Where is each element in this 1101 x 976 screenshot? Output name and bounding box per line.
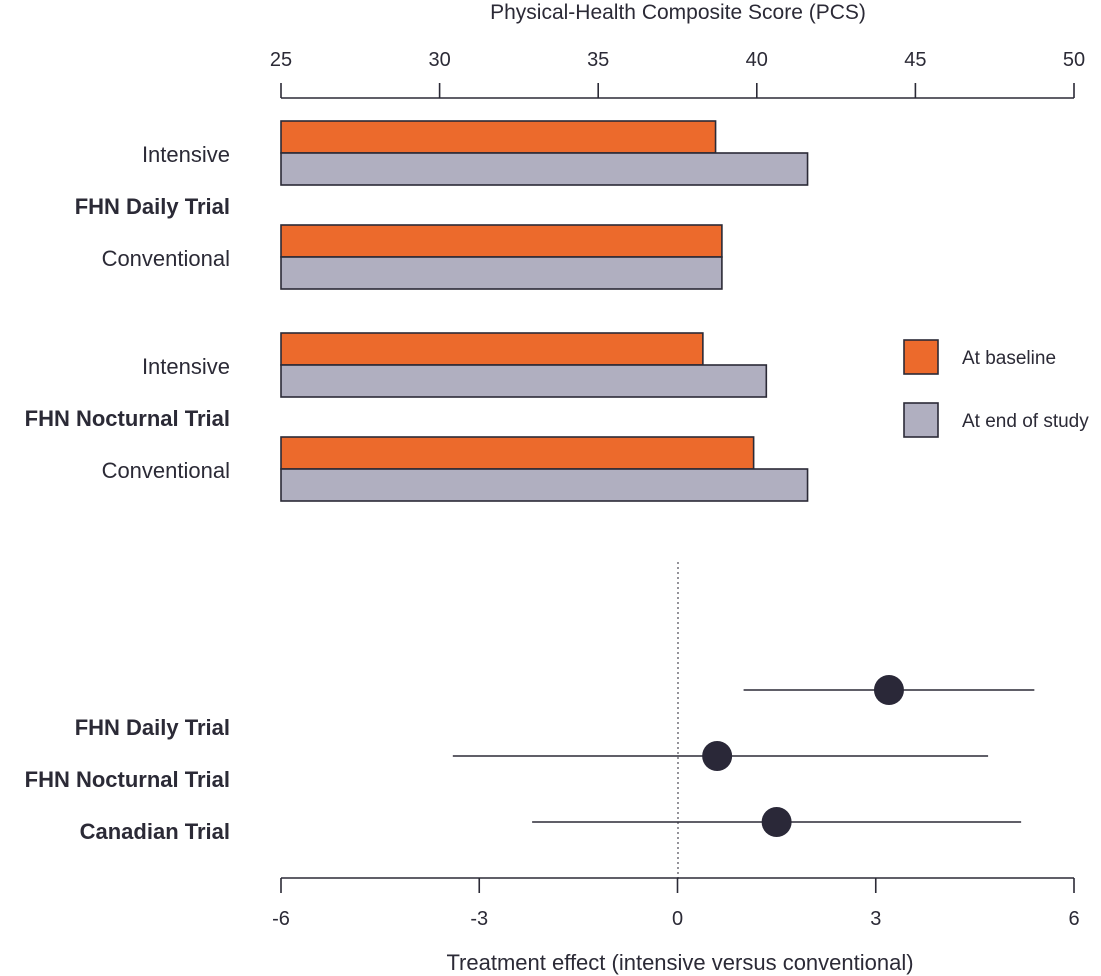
bar-end-of-study — [280, 468, 809, 502]
treatment-tick-label: 3 — [870, 908, 881, 930]
treatment-effect-axis: -6 -3 0 3 6 — [272, 877, 1080, 930]
legend-swatch — [903, 402, 939, 438]
pcs-tick-label: 50 — [1063, 49, 1085, 71]
pcs-tick-label: 45 — [904, 49, 926, 71]
group-label: FHN Daily Trial — [75, 194, 230, 219]
bar-end-of-study — [280, 256, 723, 290]
pcs-tick-label: 30 — [428, 49, 450, 71]
forest-row-label: Canadian Trial — [80, 819, 230, 844]
bar-baseline — [280, 120, 717, 154]
bar-baseline — [280, 332, 704, 366]
bar-row-labels: FHN Daily Trial Intensive Conventional FHN … — [25, 142, 230, 483]
row-label: Intensive — [142, 354, 230, 379]
effect-estimate-point — [873, 675, 904, 705]
legend: At baseline At end of study — [903, 339, 1089, 438]
treatment-tick-label: 0 — [672, 908, 683, 930]
treatment-tick-label: -3 — [470, 908, 488, 930]
treatment-effect-forest-plot: FHN Daily Trial FHN Nocturnal Trial Canadi… — [25, 562, 1080, 975]
pcs-axis-title: Physical-Health Composite Score (PCS) — [490, 1, 866, 24]
forest-row-label: FHN Daily Trial — [75, 715, 230, 740]
legend-swatch — [903, 339, 939, 375]
treatment-tick-label: 6 — [1068, 908, 1079, 930]
pcs-bar-chart: Physical-Health Composite Score (PCS) 25… — [25, 1, 1089, 502]
forest-rows: FHN Daily Trial FHN Nocturnal Trial Canadi… — [25, 675, 1035, 844]
row-label: Conventional — [102, 246, 230, 271]
legend-label: At baseline — [962, 348, 1056, 369]
bars — [280, 120, 809, 502]
pcs-axis: 25 30 35 40 45 50 — [270, 49, 1085, 99]
bar-end-of-study — [280, 364, 768, 398]
row-label: Conventional — [102, 458, 230, 483]
group-label: FHN Nocturnal Trial — [25, 406, 230, 431]
effect-estimate-point — [702, 741, 733, 771]
legend-label: At end of study — [962, 411, 1089, 432]
effect-estimate-point — [761, 807, 792, 837]
forest-row-label: FHN Nocturnal Trial — [25, 767, 230, 792]
bar-end-of-study — [280, 152, 809, 186]
pcs-tick-label: 40 — [746, 49, 768, 71]
row-label: Intensive — [142, 142, 230, 167]
bar-baseline — [280, 224, 723, 258]
pcs-tick-label: 25 — [270, 49, 292, 71]
pcs-tick-label: 35 — [587, 49, 609, 71]
bar-baseline — [280, 436, 755, 470]
treatment-effect-axis-title: Treatment effect (intensive versus conve… — [446, 950, 913, 975]
treatment-tick-label: -6 — [272, 908, 290, 930]
